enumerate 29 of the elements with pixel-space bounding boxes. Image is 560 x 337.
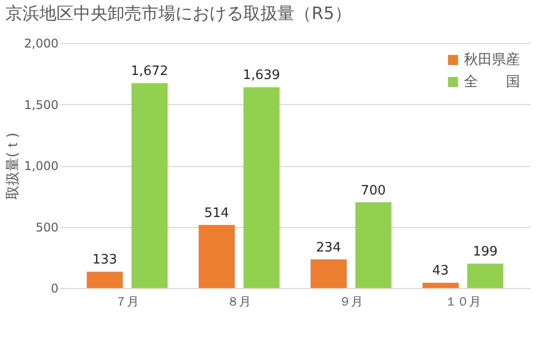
data-label: 234 <box>316 240 341 256</box>
bar <box>86 272 123 288</box>
bar <box>198 225 235 288</box>
y-tick-label: 2,000 <box>24 36 58 50</box>
bar <box>422 282 458 288</box>
y-axis-title: 取扱量(ｔ) <box>5 132 22 200</box>
y-tick-label: 1,000 <box>24 159 58 173</box>
bar <box>467 264 504 288</box>
data-label: 514 <box>204 206 230 222</box>
chart-title: 京浜地区中央卸売市場における取扱量（R5） <box>6 4 352 24</box>
data-label: 1,672 <box>130 64 168 80</box>
bar <box>243 87 280 288</box>
x-tick-label: １０月 <box>444 294 481 308</box>
legend-label: 秋田県産 <box>464 52 520 68</box>
legend-label: 全 国 <box>464 74 520 90</box>
x-tick-label: ７月 <box>115 294 140 308</box>
y-tick-label: 500 <box>36 220 58 234</box>
bar <box>310 259 347 288</box>
x-tick-label: ８月 <box>227 294 252 308</box>
data-label: 1,639 <box>242 68 280 84</box>
bar <box>132 83 168 288</box>
x-tick-label: ９月 <box>338 294 363 308</box>
y-tick-label: 1,500 <box>24 98 58 112</box>
data-label: 43 <box>432 264 449 279</box>
bar <box>355 202 392 288</box>
data-label: 700 <box>360 183 386 198</box>
y-tick-label: 0 <box>50 282 58 296</box>
data-label: 199 <box>472 244 498 260</box>
data-label: 133 <box>92 252 118 268</box>
